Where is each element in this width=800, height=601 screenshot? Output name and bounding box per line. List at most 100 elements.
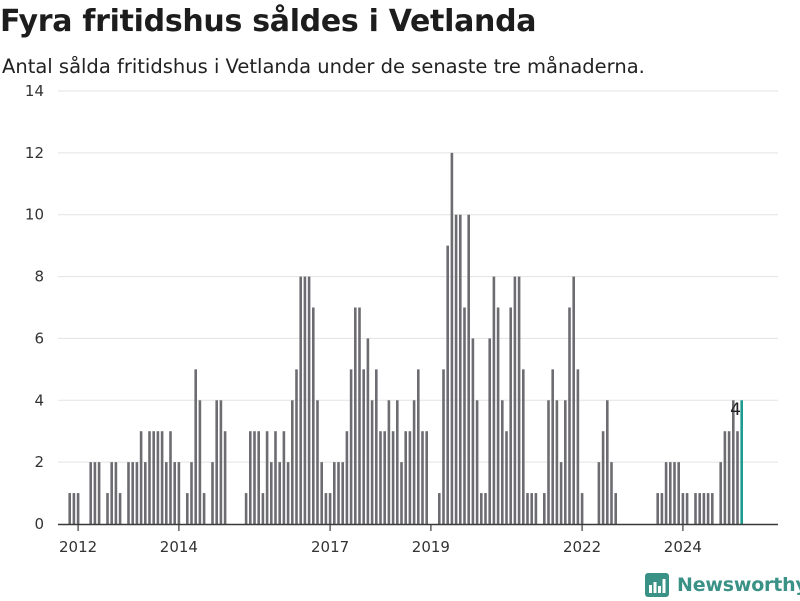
bar	[190, 462, 193, 524]
bar	[660, 493, 664, 524]
bar	[148, 431, 151, 524]
x-tick-label: 2012	[59, 538, 97, 556]
bar	[614, 493, 617, 524]
bar	[610, 462, 613, 524]
y-tick-label: 6	[34, 329, 44, 347]
bar-series	[68, 152, 743, 524]
bar	[681, 493, 685, 524]
bar	[664, 462, 668, 524]
bar	[379, 431, 382, 524]
bar	[295, 369, 298, 524]
bar	[152, 431, 155, 524]
bar	[68, 493, 71, 524]
bar	[337, 462, 340, 524]
data-label: 4	[730, 400, 741, 420]
bar	[471, 338, 475, 524]
bar	[534, 493, 538, 524]
bar	[156, 431, 160, 524]
bar	[501, 400, 504, 524]
bar	[396, 400, 399, 524]
bar	[400, 462, 403, 524]
bar	[685, 493, 689, 524]
bar	[72, 493, 76, 524]
bar	[274, 431, 277, 524]
x-tick-label: 2024	[664, 538, 702, 556]
y-tick-label: 10	[25, 206, 44, 224]
bar	[160, 431, 164, 524]
bar	[169, 431, 172, 524]
chart-subtitle: Antal sålda fritidshus i Vetlanda under …	[2, 55, 645, 78]
bar	[278, 462, 281, 524]
bar	[211, 462, 214, 524]
bar	[505, 431, 508, 524]
bar	[265, 431, 269, 524]
bar	[551, 369, 554, 524]
bar	[522, 369, 525, 524]
bar	[656, 493, 659, 524]
x-tick-label: 2014	[160, 538, 198, 556]
bar	[517, 276, 521, 524]
bar	[576, 369, 580, 524]
bar	[387, 400, 391, 524]
bar	[198, 400, 202, 524]
bar	[404, 431, 407, 524]
bar	[711, 493, 714, 524]
bar	[438, 493, 441, 524]
bar	[547, 400, 550, 524]
bar	[425, 431, 428, 524]
axes: 0 2 4 6 8 10 12 14 2012 2014 2017 2019 2022 2024	[25, 82, 778, 556]
bar	[106, 493, 109, 524]
bar	[341, 462, 344, 524]
bar	[345, 431, 349, 524]
bar	[303, 276, 307, 524]
bar	[391, 431, 395, 524]
bar	[139, 431, 143, 524]
y-tick-label: 4	[34, 391, 44, 409]
bar	[215, 400, 218, 524]
bar	[526, 493, 529, 524]
y-tick-label: 8	[34, 268, 44, 286]
bar	[408, 431, 412, 524]
bar	[568, 307, 571, 524]
bar	[349, 369, 353, 524]
bar	[694, 493, 697, 524]
bar	[723, 431, 727, 524]
y-tick-label: 14	[25, 82, 44, 100]
bar	[194, 369, 197, 524]
bar-chart-logo-icon	[645, 573, 669, 597]
x-tick-label: 2019	[412, 538, 450, 556]
bar	[530, 493, 533, 524]
bar-latest	[740, 400, 743, 524]
bar	[89, 462, 92, 524]
bar	[467, 214, 470, 524]
bar	[93, 462, 97, 524]
bar	[97, 462, 101, 524]
bar	[719, 462, 722, 524]
bar	[366, 338, 370, 524]
bar	[383, 431, 386, 524]
bar	[484, 493, 487, 524]
bar	[417, 369, 420, 524]
bar	[328, 493, 332, 524]
bar	[677, 462, 680, 524]
bar	[144, 462, 147, 524]
bar	[698, 493, 701, 524]
bar	[320, 462, 323, 524]
bar	[475, 400, 479, 524]
bar	[488, 338, 491, 524]
bar	[333, 462, 336, 524]
bar	[454, 214, 458, 524]
bar	[354, 307, 357, 524]
bar	[480, 493, 483, 524]
bar	[492, 276, 496, 524]
bar	[559, 462, 563, 524]
bar	[543, 493, 546, 524]
bar	[202, 493, 206, 524]
bar	[307, 276, 311, 524]
bar	[509, 307, 512, 524]
bar	[223, 431, 227, 524]
bar	[572, 276, 575, 524]
bar	[421, 431, 424, 524]
x-tick-label: 2022	[563, 538, 601, 556]
